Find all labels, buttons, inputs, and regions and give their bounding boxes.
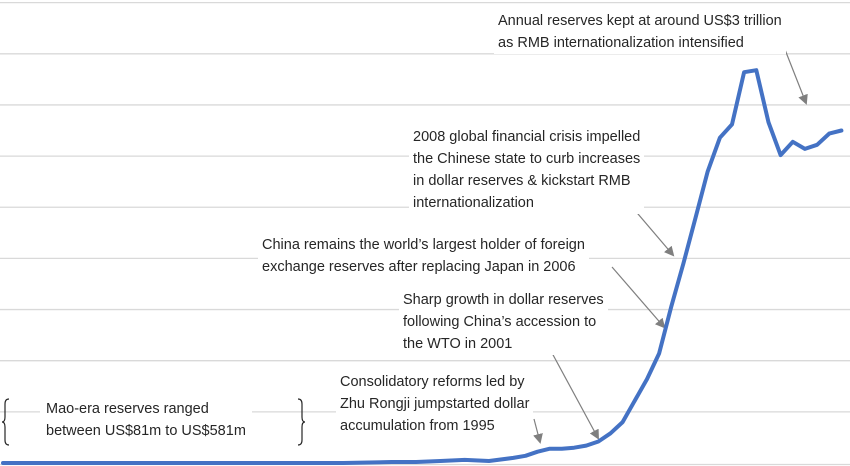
mao-era-braces (1, 398, 306, 446)
annotation-line: the WTO in 2001 (403, 336, 513, 352)
annotation-line: the Chinese state to curb increases (413, 151, 641, 167)
arrow-japan (611, 266, 666, 329)
annotation-line: Consolidatory reforms led by (340, 374, 525, 390)
annotation-line: accumulation from 1995 (340, 418, 495, 434)
left-brace-icon (1, 398, 10, 446)
arrow-rmb (781, 41, 808, 105)
annotation-zhu-rongji: Consolidatory reforms led by Zhu Rongji … (336, 371, 534, 437)
annotation-line: following China’s accession to (403, 314, 597, 330)
annotation-line: 2008 global financial crisis impelled (413, 129, 641, 145)
annotation-line: China remains the world’s largest holder… (262, 237, 585, 253)
annotation-largest-holder: China remains the world’s largest holder… (258, 234, 589, 278)
arrow-wto (544, 339, 599, 440)
reserves-series-line (1, 68, 844, 465)
annotation-line: exchange reserves after replacing Japan … (262, 259, 576, 275)
right-brace-icon (297, 398, 306, 446)
annotation-rmb-internationalization: Annual reserves kept at around US$3 tril… (494, 10, 786, 54)
annotation-line: Mao-era reserves ranged (46, 401, 209, 417)
annotation-line: Annual reserves kept at around US$3 tril… (498, 13, 782, 29)
annotation-line: Sharp growth in dollar reserves (403, 292, 604, 308)
annotation-line: between US$81m to US$581m (46, 423, 246, 439)
arrow-zhu (533, 418, 543, 444)
annotation-line: in dollar reserves & kickstart RMB (413, 173, 631, 189)
annotation-wto-accession: Sharp growth in dollar reserves followin… (399, 289, 608, 355)
annotation-line: as RMB internationalization intensified (498, 35, 744, 51)
annotation-financial-crisis: 2008 global financial crisis impelled th… (409, 126, 645, 214)
annotation-line: Zhu Rongji jumpstarted dollar (340, 396, 530, 412)
annotation-line: internationalization (413, 195, 534, 211)
annotation-mao-era: Mao-era reserves ranged between US$81m t… (40, 398, 252, 442)
